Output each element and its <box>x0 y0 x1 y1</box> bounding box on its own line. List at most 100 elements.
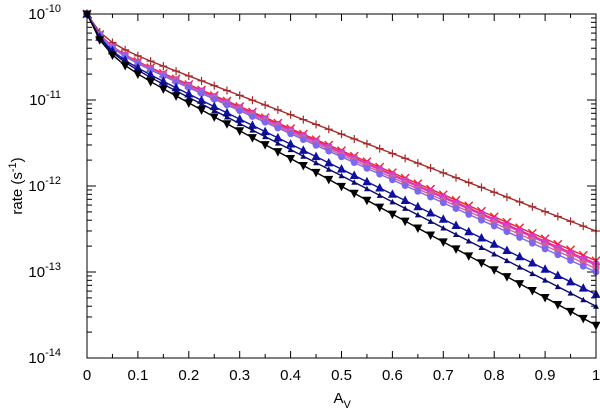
data-point <box>476 259 486 268</box>
data-point <box>502 245 512 255</box>
data-point <box>438 214 448 223</box>
data-point <box>426 207 436 217</box>
data-point <box>209 113 219 122</box>
x-tick-label: 0.9 <box>535 367 556 384</box>
data-point <box>527 287 537 296</box>
data-point <box>515 280 525 289</box>
series-9 <box>82 10 600 331</box>
data-point <box>261 101 270 110</box>
labels-layer: 0 0.1 0.2 0.3 0.4 0.5 0.6 0.7 0.8 0.9 1 10-14 10-13 1… <box>28 3 600 384</box>
series-line <box>86 13 597 265</box>
data-point <box>489 266 499 275</box>
data-point <box>440 224 447 231</box>
data-point <box>324 125 333 134</box>
data-point <box>389 198 396 205</box>
data-point <box>210 95 218 103</box>
data-point <box>351 179 358 185</box>
data-point <box>146 57 155 66</box>
data-point <box>515 197 524 206</box>
data-point <box>222 107 232 117</box>
data-point <box>311 151 321 161</box>
data-point <box>235 91 244 100</box>
data-point <box>171 92 181 101</box>
data-point <box>236 107 244 115</box>
data-point <box>566 276 576 286</box>
data-point <box>235 127 245 136</box>
data-point <box>248 96 257 105</box>
data-point <box>387 210 397 220</box>
data-point <box>260 126 270 136</box>
data-point <box>197 76 206 85</box>
data-point <box>451 245 461 254</box>
x-tick-label: 0.7 <box>433 367 454 384</box>
data-point <box>566 307 576 317</box>
data-point <box>337 182 346 192</box>
data-point <box>478 216 485 224</box>
data-point <box>452 205 460 213</box>
data-point <box>516 264 523 270</box>
data-point <box>413 159 422 168</box>
data-point <box>262 133 269 140</box>
data-point <box>337 130 346 139</box>
data-point <box>515 251 525 261</box>
data-point <box>247 120 257 129</box>
data-point <box>172 78 180 86</box>
plot-frame <box>86 13 597 359</box>
data-point <box>311 168 321 178</box>
data-point <box>210 81 219 90</box>
data-point <box>439 199 447 207</box>
data-point <box>222 120 232 129</box>
data-point <box>527 258 537 267</box>
data-point <box>363 164 371 172</box>
data-point <box>553 212 562 221</box>
data-point <box>286 110 295 119</box>
data-point <box>389 176 396 184</box>
data-point <box>401 182 409 190</box>
data-point <box>325 147 333 155</box>
data-point <box>324 175 334 185</box>
data-point <box>413 201 423 211</box>
data-point <box>414 187 422 195</box>
data-point <box>312 141 320 149</box>
data-point <box>541 207 550 216</box>
data-point <box>223 114 230 120</box>
series-1 <box>83 10 600 235</box>
ticks-layer <box>86 13 597 359</box>
data-point <box>184 89 194 98</box>
data-point <box>426 231 436 240</box>
data-point <box>464 178 473 187</box>
data-point <box>133 51 142 60</box>
data-point <box>287 130 294 138</box>
data-point <box>528 239 536 247</box>
data-point <box>553 270 563 280</box>
data-point <box>388 149 397 158</box>
data-point <box>464 226 474 236</box>
data-point <box>146 78 156 87</box>
data-point <box>222 86 231 95</box>
data-point <box>540 264 550 273</box>
data-point <box>387 189 397 198</box>
data-point <box>197 106 207 115</box>
data-point <box>567 257 574 264</box>
x-tick-label: 1 <box>592 367 600 384</box>
data-point <box>120 61 130 71</box>
data-point <box>578 283 588 292</box>
data-point <box>350 134 359 143</box>
y-tick-label: 10-12 <box>28 175 61 195</box>
data-point <box>325 166 332 172</box>
data-point <box>490 188 499 197</box>
data-point <box>528 202 537 211</box>
x-tick-label: 0.6 <box>382 367 403 384</box>
data-point <box>274 140 281 146</box>
data-point <box>502 273 512 282</box>
data-point <box>158 85 168 94</box>
data-point <box>529 270 536 277</box>
x-axis-title: AV <box>334 390 352 411</box>
y-tick-label: 10-11 <box>29 89 61 109</box>
data-point <box>363 185 370 192</box>
data-point <box>453 231 460 237</box>
data-point <box>414 211 421 218</box>
data-point <box>159 72 167 80</box>
data-point <box>375 144 384 153</box>
